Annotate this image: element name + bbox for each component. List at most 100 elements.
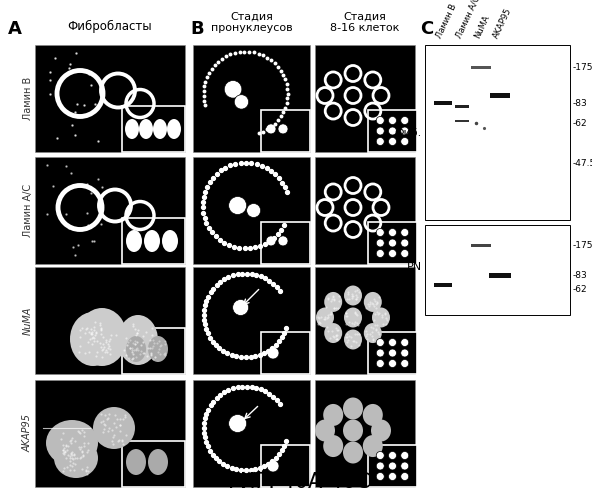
Bar [261, 110, 310, 152]
Text: NuMA: NuMA [23, 306, 33, 334]
Text: NuMA: NuMA [473, 14, 491, 40]
Bar [122, 441, 185, 487]
Text: -62: -62 [573, 118, 588, 128]
Circle shape [401, 127, 408, 135]
Circle shape [388, 250, 397, 258]
Ellipse shape [364, 292, 382, 312]
Bar [425, 45, 570, 220]
Circle shape [267, 460, 279, 472]
Bar [471, 244, 491, 246]
Bar [193, 157, 310, 264]
Circle shape [377, 228, 384, 236]
Circle shape [247, 204, 260, 218]
Circle shape [388, 452, 397, 460]
Bar [315, 380, 415, 487]
Circle shape [377, 116, 384, 124]
Text: -175: -175 [573, 62, 592, 72]
Ellipse shape [126, 449, 146, 475]
Ellipse shape [153, 119, 167, 139]
Text: Ламин B: Ламин B [435, 2, 459, 40]
Circle shape [377, 360, 384, 368]
Bar [490, 92, 510, 98]
Bar [368, 222, 417, 264]
Bar [35, 267, 185, 374]
Circle shape [388, 462, 397, 470]
Circle shape [401, 338, 408, 346]
Text: ФИГ. 40A-40С: ФИГ. 40A-40С [222, 472, 370, 492]
Circle shape [224, 80, 242, 98]
Ellipse shape [144, 230, 160, 252]
Circle shape [401, 116, 408, 124]
Ellipse shape [118, 315, 158, 365]
Ellipse shape [148, 449, 168, 475]
Text: A: A [8, 20, 22, 38]
Bar [122, 218, 185, 264]
Circle shape [278, 236, 288, 246]
Circle shape [266, 236, 276, 246]
Circle shape [388, 349, 397, 357]
Text: -83: -83 [573, 270, 588, 280]
Bar [315, 157, 415, 264]
Ellipse shape [364, 323, 382, 343]
Ellipse shape [167, 119, 181, 139]
Bar [193, 267, 310, 374]
Circle shape [388, 472, 397, 480]
Circle shape [377, 338, 384, 346]
Ellipse shape [126, 230, 142, 252]
Circle shape [388, 127, 397, 135]
Text: -83: -83 [573, 98, 588, 108]
Text: Фиб.: Фиб. [395, 128, 422, 138]
Circle shape [377, 138, 384, 145]
Bar [261, 332, 310, 374]
Text: -47.5: -47.5 [573, 158, 592, 168]
Text: PN: PN [407, 262, 422, 272]
Bar [35, 157, 185, 264]
Ellipse shape [343, 442, 363, 464]
Circle shape [401, 349, 408, 357]
Circle shape [377, 250, 384, 258]
Bar [315, 45, 415, 152]
Bar [455, 104, 469, 108]
Ellipse shape [323, 435, 343, 457]
Bar [368, 332, 417, 374]
Ellipse shape [148, 336, 168, 362]
Circle shape [388, 360, 397, 368]
Ellipse shape [372, 308, 390, 328]
Ellipse shape [54, 438, 98, 478]
Ellipse shape [344, 330, 362, 349]
Ellipse shape [315, 420, 335, 442]
Bar [471, 66, 491, 68]
Circle shape [401, 228, 408, 236]
Ellipse shape [343, 420, 363, 442]
Bar [425, 225, 570, 315]
Text: Ламин A/C: Ламин A/C [23, 184, 33, 237]
Text: Фибробласты: Фибробласты [67, 20, 152, 33]
Text: Ламин B: Ламин B [23, 77, 33, 120]
Text: B: B [190, 20, 204, 38]
Text: AKAP95: AKAP95 [23, 414, 33, 453]
Circle shape [278, 124, 288, 134]
Circle shape [377, 349, 384, 357]
Bar [434, 101, 452, 105]
Bar [261, 222, 310, 264]
Ellipse shape [316, 308, 334, 328]
Circle shape [388, 338, 397, 346]
Ellipse shape [77, 308, 127, 366]
Ellipse shape [93, 407, 135, 449]
Circle shape [234, 94, 249, 109]
Ellipse shape [70, 312, 116, 366]
Circle shape [401, 472, 408, 480]
Text: C: C [420, 20, 433, 38]
Text: Ламин A/C: Ламин A/C [454, 0, 481, 40]
Circle shape [377, 462, 384, 470]
Circle shape [401, 462, 408, 470]
Circle shape [388, 116, 397, 124]
Bar [35, 45, 185, 152]
Ellipse shape [324, 292, 342, 312]
Bar [434, 283, 452, 287]
Text: -175: -175 [573, 240, 592, 250]
Ellipse shape [324, 323, 342, 343]
Bar [261, 445, 310, 487]
Circle shape [388, 239, 397, 247]
Circle shape [233, 300, 249, 316]
